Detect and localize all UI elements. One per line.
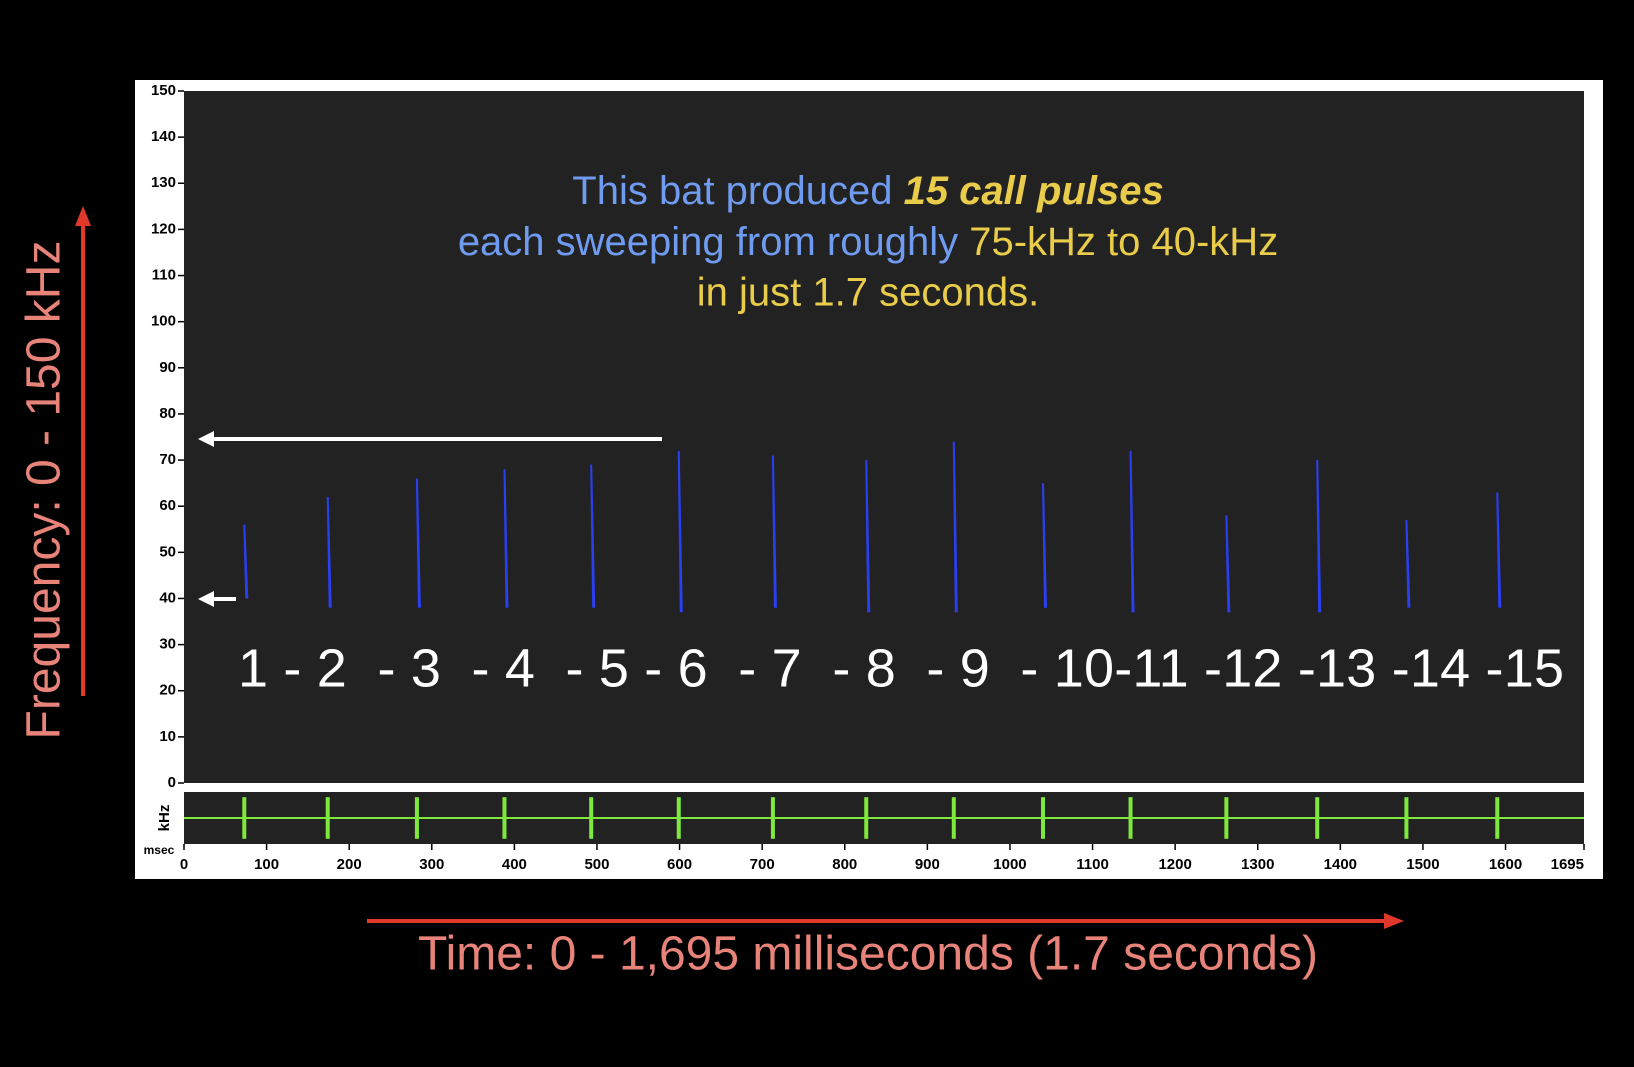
wave-label: kHz — [156, 805, 173, 832]
wave-burst — [951, 797, 956, 839]
x-tick-label: 1695 — [1551, 856, 1584, 873]
call-pulse — [1496, 492, 1502, 608]
y-tick-label: 140 — [151, 128, 176, 145]
arrow-head — [198, 431, 214, 447]
call-pulse — [243, 524, 249, 599]
y-tick-label: 120 — [151, 220, 176, 237]
y-tick-label: 110 — [152, 267, 176, 284]
x-tick-label: 200 — [337, 856, 362, 873]
x-tick-label: 1000 — [993, 856, 1026, 873]
title-emphasis: 15 call pulses — [904, 169, 1164, 213]
y-tick-label: 30 — [159, 636, 176, 653]
y-tick-label: 50 — [159, 543, 176, 560]
wave-burst — [414, 797, 419, 839]
wave-burst — [1128, 797, 1133, 839]
call-pulse — [326, 496, 332, 608]
call-pulse — [952, 441, 958, 613]
call-pulse — [1316, 460, 1322, 613]
wave-burst — [242, 797, 247, 839]
wave-burst — [325, 797, 330, 839]
x-unit: msec — [144, 843, 175, 857]
x-tick-label: 800 — [832, 856, 857, 873]
wave-burst — [502, 797, 507, 839]
y-tick-label: 20 — [159, 682, 176, 699]
call-pulse — [415, 478, 421, 608]
arrow-head — [198, 591, 214, 607]
title-line: This bat produced 15 call pulses — [572, 169, 1163, 213]
title-emphasis: 75-kHz to 40-kHz — [969, 220, 1278, 264]
x-tick-label: 1300 — [1241, 856, 1274, 873]
x-tick-label: 700 — [750, 856, 775, 873]
wave-burst — [1315, 797, 1320, 839]
wave-burst — [864, 797, 869, 839]
arrow-head — [75, 206, 91, 226]
x-tick-label: 400 — [502, 856, 527, 873]
y-axis-label: Frequency: 0 - 150 kHz — [18, 241, 71, 740]
x-tick-label: 500 — [584, 856, 609, 873]
call-pulse — [590, 464, 596, 608]
call-pulse — [865, 460, 871, 613]
call-pulse — [503, 469, 509, 608]
x-tick-label: 100 — [254, 856, 279, 873]
y-tick-label: 10 — [159, 728, 176, 745]
wave-burst — [1040, 797, 1045, 839]
call-pulse — [1129, 450, 1135, 613]
x-tick-label: 1100 — [1076, 856, 1109, 873]
call-pulse — [1041, 483, 1047, 608]
y-tick-label: 70 — [159, 451, 176, 468]
title-text: This bat produced — [572, 169, 903, 213]
x-tick-label: 1500 — [1406, 856, 1439, 873]
wave-burst — [1404, 797, 1409, 839]
x-tick-label: 1400 — [1324, 856, 1357, 873]
wave-burst — [589, 797, 594, 839]
y-tick-label: 150 — [151, 82, 176, 99]
wave-burst — [1495, 797, 1500, 839]
title-line: in just 1.7 seconds. — [697, 271, 1039, 315]
call-pulse — [1225, 515, 1231, 613]
call-pulse — [1405, 520, 1411, 608]
call-pulse — [677, 450, 683, 613]
arrow-head — [1384, 913, 1404, 929]
x-tick-label: 900 — [915, 856, 940, 873]
x-tick-label: 1600 — [1489, 856, 1522, 873]
y-tick-label: 60 — [159, 497, 176, 514]
y-tick-label: 0 — [168, 774, 176, 791]
x-axis-label: Time: 0 - 1,695 milliseconds (1.7 second… — [418, 928, 1318, 981]
title-text: each sweeping from roughly — [458, 220, 969, 264]
x-tick-label: 600 — [667, 856, 692, 873]
wave-burst — [676, 797, 681, 839]
wave-burst — [770, 797, 775, 839]
wave-burst — [1224, 797, 1229, 839]
y-tick-label: 100 — [151, 313, 176, 330]
y-tick-label: 40 — [159, 589, 176, 606]
x-tick-label: 1200 — [1158, 856, 1191, 873]
x-tick-label: 300 — [419, 856, 444, 873]
call-pulse — [771, 455, 777, 608]
y-tick-label: 90 — [159, 359, 176, 376]
title-line: each sweeping from roughly 75-kHz to 40-… — [458, 220, 1278, 264]
y-tick-label: 80 — [159, 405, 176, 422]
y-tick-label: 130 — [151, 174, 176, 191]
pulse-labels: 1 - 2 - 3 - 4 - 5 - 6 - 7 - 8 - 9 - 10-1… — [238, 638, 1564, 698]
x-tick-label: 0 — [180, 856, 188, 873]
